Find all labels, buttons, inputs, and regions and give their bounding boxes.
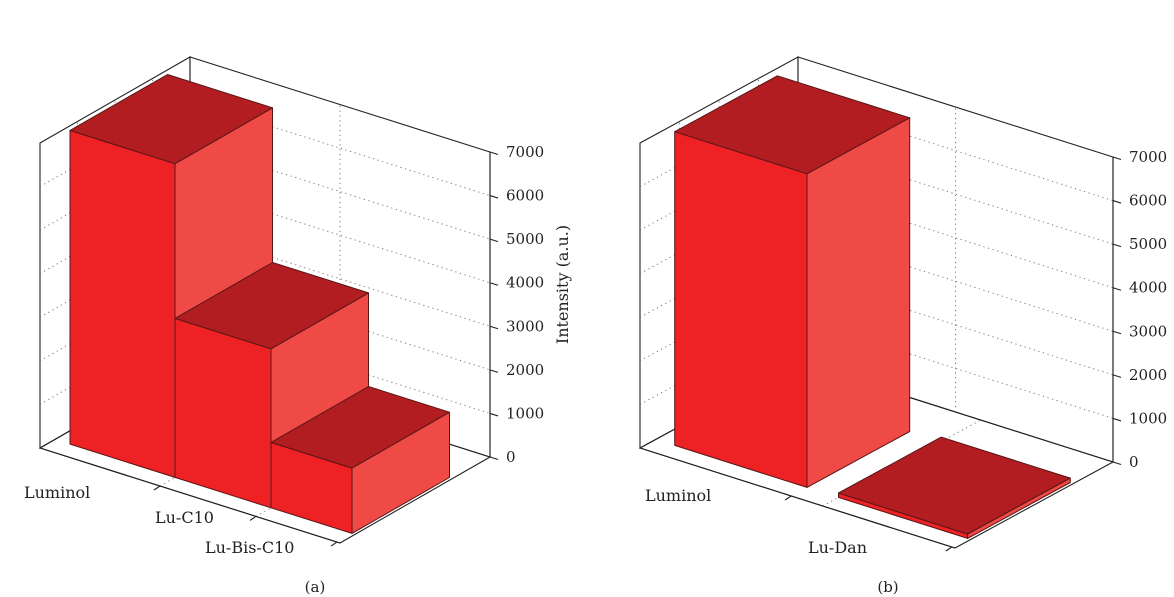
x-tick [784, 495, 792, 501]
y-tick-label: 3000 [1129, 322, 1167, 340]
y-tick-label: 0 [1129, 453, 1139, 471]
y-tick-label: 1000 [506, 404, 544, 422]
y-tick [489, 412, 499, 417]
y-tick [489, 151, 499, 156]
y-tick-label: 5000 [506, 230, 544, 248]
category-label: Luminol [24, 483, 90, 502]
panel-label: (b) [877, 578, 898, 596]
y-tick-label: 6000 [1129, 192, 1167, 210]
bar-front-face [69, 129, 176, 478]
bar-lu-dan [838, 436, 1071, 539]
x-tick [945, 546, 953, 552]
y-tick-label: 7000 [1129, 148, 1167, 166]
y-tick-label: 3000 [506, 317, 544, 335]
y-tick [1112, 243, 1122, 248]
x-tick [249, 515, 257, 521]
bar-luminol [674, 75, 911, 488]
y-tick-label: 6000 [506, 187, 544, 205]
y-tick [1112, 461, 1122, 466]
value-axis: 0 1000 2000 3000 4000 5000 6000 7000 [1112, 148, 1167, 471]
bar-front-face [174, 317, 272, 509]
bar-side-face [806, 117, 911, 488]
chart-panel-a: 0 1000 2000 3000 4000 5000 6000 7000 Intensity (… [24, 56, 572, 596]
value-axis: 0 1000 2000 3000 4000 5000 6000 7000 [489, 143, 544, 466]
category-axis-line [639, 447, 956, 549]
y-tick [1112, 287, 1122, 291]
y-tick [489, 325, 499, 330]
panel-label: (a) [305, 578, 326, 596]
y-tick-label: 5000 [1129, 235, 1167, 253]
category-axis-line [39, 447, 341, 544]
x-tick [153, 485, 161, 491]
y-tick [489, 369, 499, 373]
y-tick [489, 195, 499, 199]
y-tick [1112, 200, 1122, 204]
y-tick-label: 2000 [1129, 366, 1167, 384]
y-axis-title: Intensity (a.u.) [553, 225, 572, 344]
bar-top-face [674, 75, 911, 175]
y-tick-label: 2000 [506, 361, 544, 379]
y-tick [1112, 330, 1122, 335]
y-tick [489, 238, 499, 243]
y-tick-label: 0 [506, 448, 516, 466]
bar-top-face [838, 436, 1071, 535]
category-label: Lu-Dan [808, 538, 867, 557]
x-tick [330, 541, 338, 547]
y-tick-label: 7000 [506, 143, 544, 161]
y-tick-label: 4000 [506, 274, 544, 292]
y-tick [1112, 156, 1122, 161]
category-label: Lu-C10 [155, 508, 214, 527]
y-tick [489, 456, 499, 461]
category-label: Lu-Bis-C10 [205, 538, 294, 557]
y-tick-label: 4000 [1129, 279, 1167, 297]
category-axis: Luminol Lu-Dan [639, 447, 956, 557]
y-tick [1112, 374, 1122, 378]
y-tick-label: 1000 [1129, 409, 1167, 427]
bar-top-face [174, 262, 369, 350]
bar-lu-bis-c10 [270, 386, 450, 534]
category-label: Luminol [645, 486, 711, 505]
bar-front-face [674, 131, 808, 488]
bar-top-face [270, 386, 450, 469]
y-tick [1112, 417, 1122, 422]
y-tick [489, 282, 499, 286]
category-axis: Luminol Lu-C10 Lu-Bis-C10 [24, 447, 341, 557]
bar-top-face [69, 74, 273, 165]
